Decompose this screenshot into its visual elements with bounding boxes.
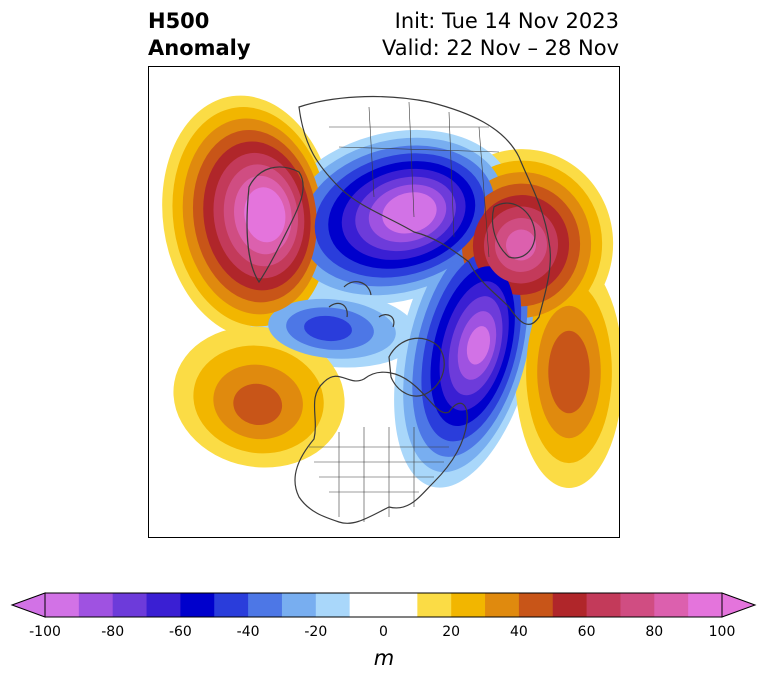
colorbar-cell xyxy=(654,593,689,617)
anomaly-map xyxy=(148,66,620,538)
scandinavia-coast xyxy=(491,202,536,259)
colorbar-cell xyxy=(45,593,80,617)
coastlines xyxy=(246,95,551,524)
title-left: H500 Anomaly xyxy=(148,8,251,62)
colorbar-tick-label: -80 xyxy=(101,624,125,640)
anomaly-contour xyxy=(254,198,280,231)
colorbar-cell xyxy=(383,593,418,617)
colorbar-cell xyxy=(451,593,486,617)
colorbar xyxy=(10,592,757,618)
colorbar-cell xyxy=(586,593,621,617)
colorbar-tick-label: 20 xyxy=(442,624,461,640)
colorbar-tick-label: 60 xyxy=(577,624,596,640)
colorbar-min-extension xyxy=(10,592,46,618)
colorbar-max-extension xyxy=(721,592,757,618)
colorbar-frame xyxy=(44,592,723,618)
colorbar-cell xyxy=(78,593,114,617)
colorbar-cell xyxy=(552,593,588,617)
anomaly-contour xyxy=(304,315,352,342)
borders xyxy=(309,101,500,522)
valid-range: Valid: 22 Nov – 28 Nov xyxy=(382,36,619,60)
colorbar-tick-label: -20 xyxy=(304,624,328,640)
colorbar-cell xyxy=(214,593,249,617)
colorbar-tick-label: 40 xyxy=(509,624,528,640)
title-right: Init: Tue 14 Nov 2023 Valid: 22 Nov – 28… xyxy=(382,8,619,62)
colorbar-cell xyxy=(112,593,148,617)
colorbar-cell xyxy=(180,593,215,617)
colorbar-cell xyxy=(349,593,384,617)
anomaly-contour xyxy=(233,383,283,426)
title-variable: H500 xyxy=(148,9,210,33)
title-type: Anomaly xyxy=(148,36,251,60)
colorbar-cell xyxy=(315,593,351,617)
colorbar-cell xyxy=(518,593,554,617)
colorbar-cell xyxy=(281,593,317,617)
colorbar-tick-label: 0 xyxy=(379,624,388,640)
colorbar-tick-label: -60 xyxy=(168,624,192,640)
alaska-coast xyxy=(246,166,304,284)
colorbar-cell xyxy=(688,593,723,617)
eurasia-coast xyxy=(298,95,551,325)
colorbar-tick-label: 80 xyxy=(645,624,664,640)
colorbar-unit: m xyxy=(373,646,395,670)
colorbar-cell xyxy=(146,593,181,617)
colorbar-tick-label: -100 xyxy=(29,624,61,640)
north-america-coast xyxy=(294,371,468,524)
colorbar-tick-label: -40 xyxy=(236,624,260,640)
anomaly-contour xyxy=(466,326,491,365)
anomaly-contour xyxy=(548,330,590,414)
arctic-islands xyxy=(328,281,395,328)
anomaly-fields xyxy=(162,95,619,488)
anomaly-contour xyxy=(395,200,427,225)
greenland-coast xyxy=(388,337,445,397)
colorbar-cells xyxy=(45,593,723,617)
colorbar-cell xyxy=(248,593,283,617)
colorbar-tick-labels: -100 -80 -60 -40 -20 0 20 40 60 80 100 xyxy=(0,624,768,644)
map-canvas xyxy=(162,95,619,524)
eurasia-borders xyxy=(329,101,500,258)
colorbar-cell xyxy=(620,593,655,617)
us-state-borders xyxy=(309,427,449,522)
colorbar-cell xyxy=(417,593,452,617)
colorbar-tick-label: 100 xyxy=(708,624,736,640)
init-date: Init: Tue 14 Nov 2023 xyxy=(394,9,619,33)
colorbar-cell xyxy=(485,593,520,617)
